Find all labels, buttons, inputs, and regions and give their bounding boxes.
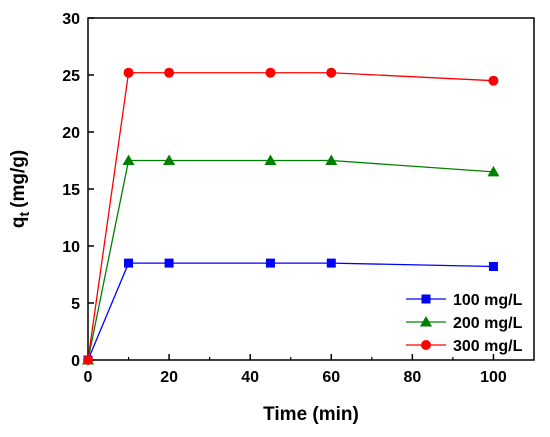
series-2-point xyxy=(487,165,500,177)
y-axis-title: qt (mg/g) xyxy=(8,150,32,228)
y-tick-label: 25 xyxy=(62,68,80,85)
legend-marker-1 xyxy=(421,294,431,304)
series-3-point xyxy=(123,67,134,78)
y-axis-title-unit: (mg/g) xyxy=(8,150,29,208)
x-axis-title: Time (min) xyxy=(263,404,359,425)
series-2-point xyxy=(325,154,338,165)
series-3-point xyxy=(488,75,499,86)
series-layer xyxy=(82,67,500,365)
y-axis-title-main: q xyxy=(8,217,29,229)
series-line-3 xyxy=(87,72,494,361)
legend: 100 mg/L 200 mg/L 300 mg/L xyxy=(406,292,523,355)
axis-ticks: 0 20 40 60 80 100 0 5 10 15 20 25 30 xyxy=(62,11,507,386)
legend-label-3: 300 mg/L xyxy=(453,338,523,355)
x-tick-label: 40 xyxy=(241,369,259,386)
series-line-1 xyxy=(87,262,494,361)
series-3-point xyxy=(83,355,93,365)
x-tick-label: 20 xyxy=(160,369,178,386)
y-tick-label: 10 xyxy=(62,239,80,256)
legend-label-2: 200 mg/L xyxy=(453,315,523,332)
y-tick-label: 20 xyxy=(62,125,80,142)
x-tick-label: 60 xyxy=(322,369,340,386)
y-tick-label: 5 xyxy=(71,296,80,313)
series-1-point xyxy=(124,258,134,268)
series-1-point xyxy=(164,258,174,268)
series-line-2 xyxy=(87,159,494,361)
legend-marker-2 xyxy=(420,316,432,327)
legend-marker-3 xyxy=(421,340,431,350)
y-tick-label: 30 xyxy=(62,11,80,28)
series-2-point xyxy=(122,154,135,165)
series-1-point xyxy=(265,258,275,268)
y-axis-title-sub: t xyxy=(16,212,32,217)
series-3-point xyxy=(326,67,337,78)
series-1-point xyxy=(326,258,336,268)
series-2-point xyxy=(264,154,277,165)
y-tick-label: 0 xyxy=(71,353,80,370)
series-2-point xyxy=(163,154,176,165)
x-tick-label: 100 xyxy=(480,369,507,386)
x-tick-label: 0 xyxy=(84,369,93,386)
y-tick-label: 15 xyxy=(62,182,80,199)
x-tick-label: 80 xyxy=(403,369,421,386)
series-3-point xyxy=(265,67,276,78)
series-3-point xyxy=(164,67,175,78)
legend-label-1: 100 mg/L xyxy=(453,292,523,309)
series-1-point xyxy=(488,262,498,272)
